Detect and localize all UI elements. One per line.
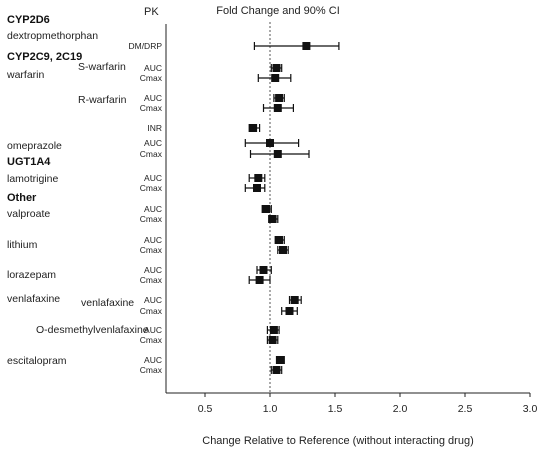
point-estimate [271,74,280,82]
pk-metric-label: AUC [144,325,162,335]
pk-metric-label: AUC [144,265,162,275]
point-estimate [273,104,282,112]
pk-metric-label: Cmax [140,275,163,285]
point-estimate [249,124,258,132]
pk-metric-label: AUC [144,235,162,245]
pk-metric-label: INR [147,123,162,133]
subgroup-label: O-desmethylvenlafaxine [36,324,149,336]
x-tick-label: 2.0 [393,403,408,415]
pk-metric-label: AUC [144,138,162,148]
drug-label: lamotrigine [7,173,59,185]
group-label: UGT1A4 [7,156,51,168]
x-tick-label: 0.5 [198,403,213,415]
drug-label: valproate [7,208,50,220]
point-estimate [275,236,284,244]
drug-label: lithium [7,239,38,251]
point-estimate [276,356,285,364]
point-estimate [255,276,264,284]
point-estimate [269,326,278,334]
point-estimate [268,215,277,223]
drug-label: escitalopram [7,355,67,367]
point-estimate [279,246,287,254]
pk-metric-label: DM/DRP [128,41,162,51]
pk-metric-label: Cmax [140,245,163,255]
point-estimate [272,366,281,374]
pk-metric-label: Cmax [140,306,163,316]
group-label: CYP2C9, 2C19 [7,51,82,63]
subgroup-label: R-warfarin [78,94,127,106]
pk-metric-label: Cmax [140,365,163,375]
point-estimate [266,139,274,147]
chart-title: Fold Change and 90% CI [216,5,340,17]
point-estimate [253,184,261,192]
point-estimate [275,94,284,102]
row-labels: CYP2D6 CYP2C9, 2C19 UGT1A4 Other dextropmeth… [6,14,163,375]
pk-column-header: PK [144,6,159,18]
pk-metric-label: Cmax [140,149,163,159]
pk-metric-label: AUC [144,93,162,103]
drug-label: lorazepam [7,269,56,281]
x-axis-label: Change Relative to Reference (without in… [202,435,473,447]
pk-metric-label: AUC [144,63,162,73]
drug-label: dextropmethorphan [7,30,98,42]
estimate-marks [244,42,340,374]
drug-label: venlafaxine [7,293,60,305]
x-tick-label: 1.0 [263,403,278,415]
pk-metric-label: AUC [144,295,162,305]
x-tick-label: 3.0 [523,403,538,415]
point-estimate [273,150,282,158]
drug-label: omeprazole [7,140,62,152]
point-estimate [285,307,294,315]
x-tick-label: 1.5 [328,403,343,415]
point-estimate [259,266,268,274]
axis-layer: 0.5 1.0 1.5 2.0 2.5 3.0 [165,22,538,415]
group-label: CYP2D6 [7,14,50,26]
subgroup-label: S-warfarin [78,61,126,73]
pk-metric-label: AUC [144,355,162,365]
point-estimate [254,174,263,182]
subgroup-label: venlafaxine [81,297,134,309]
group-label: Other [7,192,37,204]
point-estimate [272,64,281,72]
pk-metric-label: Cmax [140,214,163,224]
pk-metric-label: Cmax [140,103,163,113]
x-tick-label: 2.5 [458,403,473,415]
point-estimate [290,296,299,304]
point-estimate [262,205,271,213]
pk-metric-label: AUC [144,204,162,214]
point-estimate [302,42,311,50]
pk-metric-label: Cmax [140,183,163,193]
pk-metric-label: Cmax [140,335,163,345]
pk-metric-label: Cmax [140,73,163,83]
drug-label: warfarin [6,69,45,81]
pk-metric-label: AUC [144,173,162,183]
point-estimate [268,336,277,344]
